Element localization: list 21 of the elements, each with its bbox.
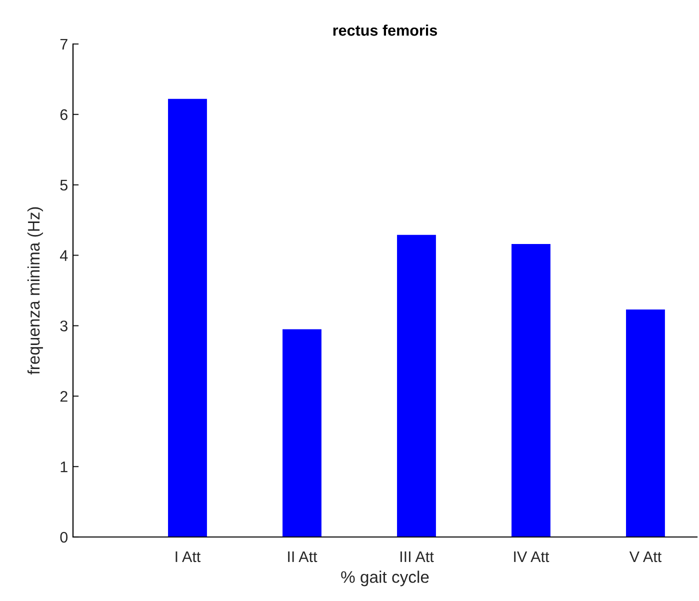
y-tick-label: 5 <box>60 180 68 191</box>
bar <box>397 234 436 537</box>
y-tick-label: 1 <box>60 462 68 472</box>
y-axis-title: frequenza minima (Hz) <box>27 207 43 375</box>
y-tick-label: 4 <box>60 250 68 261</box>
y-tick-label: 0 <box>60 532 68 543</box>
chart-title: rectus femoris <box>333 24 438 36</box>
x-tick-label: V Att <box>629 551 662 562</box>
y-tick-label: 2 <box>60 391 68 402</box>
bar <box>168 98 207 537</box>
y-tick-label: 7 <box>60 39 68 50</box>
bar <box>626 310 665 537</box>
x-tick-label: III Att <box>400 551 434 562</box>
x-axis-title: % gait cycle <box>341 570 429 586</box>
y-tick-label: 3 <box>60 320 68 332</box>
bar <box>512 244 550 537</box>
x-tick-label: II Att <box>288 551 318 562</box>
x-tick-label: I Att <box>176 551 201 562</box>
y-tick-label: 6 <box>60 109 68 120</box>
bar <box>282 329 322 537</box>
x-tick-label: IV Att <box>514 551 550 562</box>
